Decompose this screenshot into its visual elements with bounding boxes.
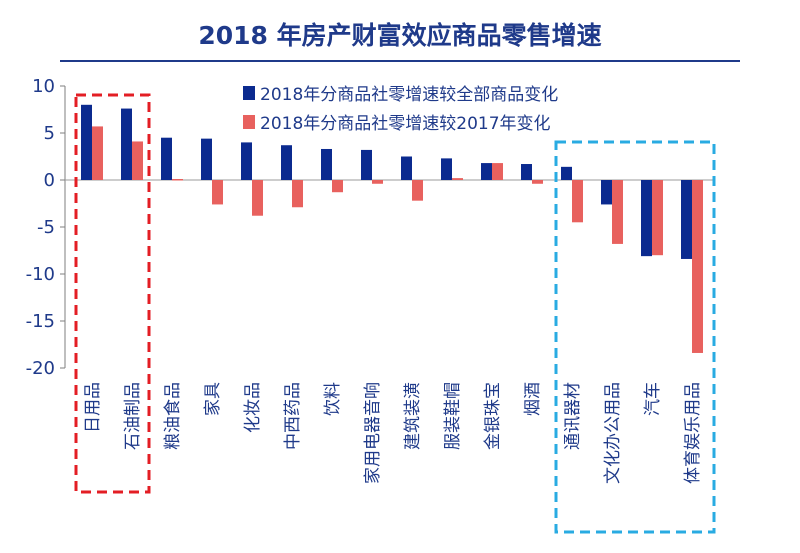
bar-series-2 [292,180,303,208]
bar-series-1 [161,137,172,180]
x-category-label: 服装鞋帽 [443,382,463,450]
bar-series-1 [681,180,692,259]
bar-series-1 [601,180,612,205]
y-tick-label: -20 [26,358,55,379]
legend-label-series-2: 2018年分商品社零增速较2017年变化 [260,114,551,134]
x-category-label: 粮油食品 [163,382,183,450]
bar-series-1 [81,104,92,180]
bar-series-2 [452,178,463,180]
bar-series-1 [521,164,532,180]
legend-swatch-series-1 [243,86,255,100]
bar-series-2 [412,180,423,201]
bar-series-2 [92,126,103,180]
bar-series-1 [401,156,412,180]
bar-series-1 [641,180,652,257]
legend-label-series-1: 2018年分商品社零增速较全部商品变化 [260,85,558,105]
highlight-box-right [554,140,716,534]
x-category-label: 化妆品 [243,382,263,433]
x-category-label: 建筑装潢 [403,382,423,450]
y-tick-label: -10 [26,264,55,285]
bar-series-2 [532,180,543,184]
bar-series-2 [492,163,503,180]
bar-series-2 [612,180,623,244]
legend: 2018年分商品社零增速较全部商品变化 2018年分商品社零增速较2017年变化 [243,85,558,134]
x-category-label: 石油制品 [123,382,143,450]
y-tick-label: 5 [44,123,55,144]
y-tick-label: -5 [37,217,55,238]
bar-series-2 [132,141,143,180]
bar-series-2 [652,180,663,256]
highlight-box-left [74,93,151,494]
x-category-label: 文化办公用品 [603,382,623,484]
y-tick-label: -15 [26,311,55,332]
bar-series-1 [321,148,332,180]
x-category-label: 汽车 [643,382,663,416]
x-category-label: 体育娱乐用品 [683,382,703,484]
x-category-label: 饮料 [323,382,343,416]
bar-series-2 [252,180,263,216]
chart-title: 2018 年房产财富效应商品零售增速 [198,21,601,50]
bar-series-2 [692,180,703,353]
bar-series-1 [281,145,292,180]
bar-series-1 [481,163,492,180]
bar-series-1 [241,142,252,180]
bar-series-1 [361,149,372,180]
x-category-label: 家具 [203,382,223,416]
bar-series-2 [372,180,383,184]
bar-series-1 [201,138,212,180]
x-category-label: 通讯器材 [563,382,583,450]
x-category-label: 中西药品 [283,382,303,450]
bar-series-2 [212,180,223,205]
x-category-label: 家用电器音响 [363,382,383,484]
bar-series-2 [332,180,343,193]
bar-series-1 [561,166,572,180]
y-tick-label: 0 [44,170,55,191]
bar-series-1 [121,108,132,180]
y-tick-label: 10 [32,76,55,97]
bar-series-2 [172,179,183,181]
x-category-label: 金银珠宝 [483,382,503,450]
x-category-label: 日用品 [83,382,103,433]
legend-swatch-series-2 [243,115,255,129]
x-category-label: 烟酒 [523,382,543,416]
bar-series-2 [572,180,583,223]
bar-series-1 [441,158,452,180]
